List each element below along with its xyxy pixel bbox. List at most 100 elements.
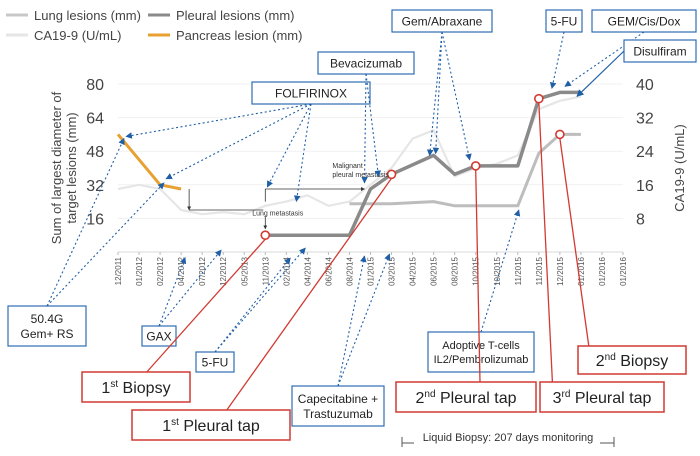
treatment-arrow-folfirinox xyxy=(266,103,312,188)
treatment-label-folfirinox: FOLFIRINOX xyxy=(275,86,347,100)
treatment-box-fu2 xyxy=(545,9,583,33)
x-tick-label: 10/2015 xyxy=(472,256,481,285)
x-tick-label: 02/2014 xyxy=(282,256,291,285)
treatment-label-cap: Trastuzumab xyxy=(303,407,373,421)
event-connector-b2 xyxy=(559,138,590,347)
event-box-p2 xyxy=(395,381,537,413)
y-tick-right: 32 xyxy=(636,111,654,128)
event-label-p2: 2nd Pleural tap xyxy=(416,389,517,407)
y-tick-right: 24 xyxy=(636,144,654,161)
treatment-arrow-gax xyxy=(158,256,187,327)
treatment-arrow-dis xyxy=(576,50,625,97)
x-tick-label: 11/2013 xyxy=(261,256,270,285)
x-tick-label: 12/2015 xyxy=(556,256,565,285)
series-line-lung xyxy=(349,132,581,208)
treatment-arrow-adopt xyxy=(480,209,521,333)
x-tick-label: 06/2014 xyxy=(324,256,333,285)
y-tick-left: 64 xyxy=(86,111,104,128)
treatment-label-fu2: 5-FU xyxy=(551,14,578,28)
event-marker-2 xyxy=(534,93,544,104)
y-tick-right: 16 xyxy=(636,178,654,195)
event-marker-4 xyxy=(260,230,271,240)
treatment-label-cap: Capecitabine + xyxy=(298,392,378,406)
x-tick-label: 07/2012 xyxy=(198,256,207,285)
y-tick-right: 40 xyxy=(636,77,654,94)
treatment-label-gcd: GEM/Cis/Dox xyxy=(608,14,681,28)
event-connector-p3 xyxy=(538,102,554,383)
x-tick-label: 11/2015 xyxy=(535,256,544,285)
y-tick-right: 8 xyxy=(636,211,645,228)
treatment-arrow-folfirinox xyxy=(165,103,312,180)
event-connector-p1 xyxy=(226,177,393,411)
treatment-label-bev: Bevacizumab xyxy=(330,56,402,70)
event-label-b2: 2nd Biopsy xyxy=(596,352,669,370)
treatment-arrow-fu2 xyxy=(549,31,565,90)
legend-label: Lung lesions (mm) xyxy=(34,8,141,23)
treatment-arrow-rs xyxy=(46,137,125,307)
y-tick-left: 80 xyxy=(86,77,104,94)
event-connector-b1 xyxy=(146,238,266,373)
event-box-p1 xyxy=(131,409,291,441)
y-tick-left: 48 xyxy=(86,144,104,161)
treatment-arrow-gem xyxy=(432,31,443,155)
treatment-label-rs: 50.4G xyxy=(31,312,64,326)
x-tick-label: 01/2016 xyxy=(577,256,586,285)
treatment-box-adopt xyxy=(427,331,535,373)
event-box-b1 xyxy=(81,371,191,403)
event-label-b1: 1st Biopsy xyxy=(101,379,170,397)
treatment-box-rs xyxy=(7,305,87,347)
series-line-pancreas xyxy=(116,133,182,191)
x-tick-label: 04/2014 xyxy=(303,256,312,285)
y-axis-label-right: CA19-9 (U/mL) xyxy=(672,124,687,211)
treatment-arrow-gem xyxy=(426,31,443,157)
legend-label: Pleural lesions (mm) xyxy=(176,8,294,23)
x-tick-label: 08/2014 xyxy=(345,256,354,285)
x-tick-label: 04/2015 xyxy=(409,256,418,285)
treatment-label-fu1: 5-FU xyxy=(202,355,229,369)
annotation-lung-metastasis: Lung metastasis xyxy=(252,210,303,217)
x-tick-label: 04/2012 xyxy=(177,256,186,285)
x-tick-label: 02/2012 xyxy=(156,256,165,285)
treatment-label-adopt: Adoptive T-cells xyxy=(442,340,520,352)
x-tick-label: 12/2012 xyxy=(219,256,228,285)
treatment-arrow-bev xyxy=(365,73,382,178)
event-box-p3 xyxy=(539,381,665,413)
x-tick-label: 06/2015 xyxy=(430,256,439,285)
event-connector-p2 xyxy=(475,169,481,383)
event-box-b2 xyxy=(577,345,687,375)
x-tick-label: 01/2012 xyxy=(135,256,144,285)
legend-label: CA19-9 (U/mL) xyxy=(34,28,121,43)
x-tick-label: 01/2016 xyxy=(598,256,607,285)
treatment-arrow-folfirinox xyxy=(293,103,312,203)
y-tick-left: 16 xyxy=(86,211,104,228)
x-tick-label: 03/2015 xyxy=(388,256,397,285)
x-tick-label: 12/2011 xyxy=(114,256,123,285)
x-tick-label: 01/2016 xyxy=(619,256,628,285)
x-tick-label: 08/2015 xyxy=(451,256,460,285)
treatment-arrow-gax xyxy=(158,249,222,327)
x-tick-label: 10/2015 xyxy=(493,256,502,285)
series-line-ca199 xyxy=(117,95,582,216)
event-label-p1: 1st Pleural tap xyxy=(162,417,260,435)
legend-label: Pancreas lesion (mm) xyxy=(176,28,302,43)
treatment-label-dis: Disulfiram xyxy=(633,44,686,58)
event-label-p3: 3rd Pleural tap xyxy=(553,389,652,407)
footnote-bg xyxy=(414,430,600,444)
event-marker-3 xyxy=(555,129,565,140)
annotation-malignant-line1: Malignant xyxy=(332,163,362,170)
treatment-label-gem: Gem/Abraxane xyxy=(402,14,483,28)
treatment-label-gax: GAX xyxy=(146,329,171,343)
treatment-arrow-folfirinox xyxy=(125,103,312,139)
treatment-arrow-gem xyxy=(441,31,472,161)
treatment-label-adopt: IL2/Pembrolizumab xyxy=(434,354,529,366)
treatment-box-cap xyxy=(291,385,385,427)
treatment-arrow-bev xyxy=(361,73,368,184)
treatment-arrow-fu1 xyxy=(214,257,291,353)
x-tick-label: 01/2015 xyxy=(367,256,376,285)
x-tick-label: 11/2015 xyxy=(514,256,523,285)
footnote-text: Liquid Biopsy: 207 days monitoring xyxy=(423,432,594,444)
x-tick-label: 05/2013 xyxy=(240,256,249,285)
treatment-label-rs: Gem+ RS xyxy=(20,327,73,341)
y-axis-label-left: Sum of largest diameter oftarget lesions… xyxy=(49,91,79,244)
